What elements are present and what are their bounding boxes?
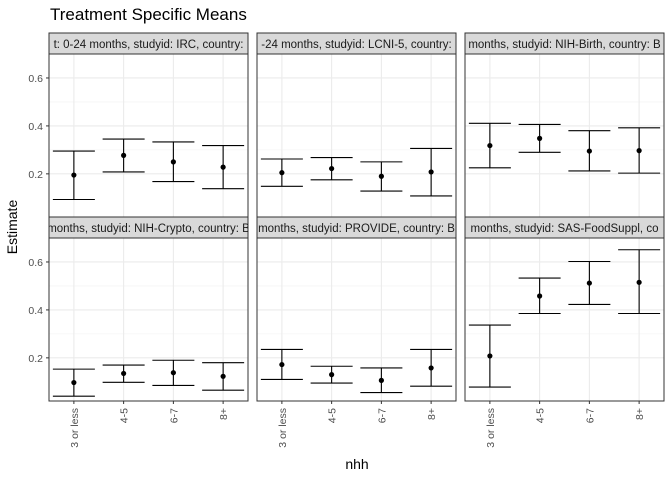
estimate-point [487,353,493,359]
facet-strip-label: months, studyid: NIH-Birth, country: B [468,39,661,51]
y-tick-label: 0.4 [28,121,43,133]
x-tick-label: 8+ [218,408,230,420]
estimate-point [537,293,543,299]
facet-strip-label: months, studyid: SAS-FoodSuppl, co [471,223,659,235]
panel-background [465,238,664,401]
facet-panel: months, studyid: SAS-FoodSuppl, co 3 or l… [464,216,665,448]
x-tick-label: 8+ [426,408,438,420]
facet-panel: t: 0-24 months, studyid: IRC, country: 0.… [28,32,249,218]
x-tick-label: 4-5 [119,408,131,423]
x-tick-label: 6-7 [376,408,388,423]
y-tick-label: 0.6 [28,73,43,85]
estimate-point [378,377,384,383]
panel-background [257,238,456,401]
estimate-point [329,372,335,378]
x-tick-label: 6-7 [584,408,596,423]
x-tick-label: 6-7 [168,408,180,423]
estimate-point [428,365,434,371]
estimate-point [71,379,77,386]
estimate-point [428,169,434,175]
facet-panel: -24 months, studyid: LCNI-5, country: [256,32,457,218]
panel-background [49,238,248,401]
facet-panel: months, studyid: NIH-Crypto, country: B 0… [28,216,250,448]
estimate-point [378,173,384,179]
estimate-point [170,370,176,376]
estimate-point [329,165,335,172]
estimate-point [71,172,77,178]
x-tick-label: 3 or less [277,408,289,448]
panel-background [49,54,248,217]
x-tick-label: 8+ [634,408,646,420]
estimate-point [170,159,176,165]
panel-background [465,54,664,217]
estimate-point [220,164,226,170]
y-tick-label: 0.2 [28,169,43,181]
panel-border [48,237,249,402]
facet-panel: months, studyid: PROVIDE, country: B 3 or… [256,216,457,448]
estimate-point [537,135,543,141]
y-tick-label: 0.4 [28,305,43,317]
panel-background [257,54,456,217]
estimate-point [121,152,127,158]
facet-strip-label: -24 months, studyid: LCNI-5, country: [261,39,451,51]
estimate-point [220,373,226,379]
estimate-point [636,279,642,285]
y-tick-label: 0.6 [28,257,43,269]
estimate-point [121,370,127,377]
x-tick-label: 3 or less [69,408,81,448]
estimate-point [487,142,493,149]
chart-title: Treatment Specific Means [50,5,247,24]
facet-strip-label: months, studyid: NIH-Crypto, country: B [47,223,250,235]
y-axis-title: Estimate [4,200,20,255]
panel-border [464,237,665,402]
facet-strip-label: months, studyid: PROVIDE, country: B [258,223,455,235]
estimate-point [279,170,285,176]
facet-panels: t: 0-24 months, studyid: IRC, country: 0.… [28,32,665,448]
estimate-point [586,280,592,286]
facet-panel: months, studyid: NIH-Birth, country: B [464,32,665,218]
x-axis-title: nhh [345,456,368,472]
x-tick-label: 4-5 [535,408,547,423]
facet-strip-label: t: 0-24 months, studyid: IRC, country: [54,39,244,51]
estimate-point [636,148,642,154]
x-tick-label: 4-5 [327,408,339,423]
x-tick-label: 3 or less [485,408,497,448]
estimate-point [586,148,592,154]
estimate-point [279,361,285,368]
y-tick-label: 0.2 [28,353,43,365]
panel-border [256,237,457,402]
